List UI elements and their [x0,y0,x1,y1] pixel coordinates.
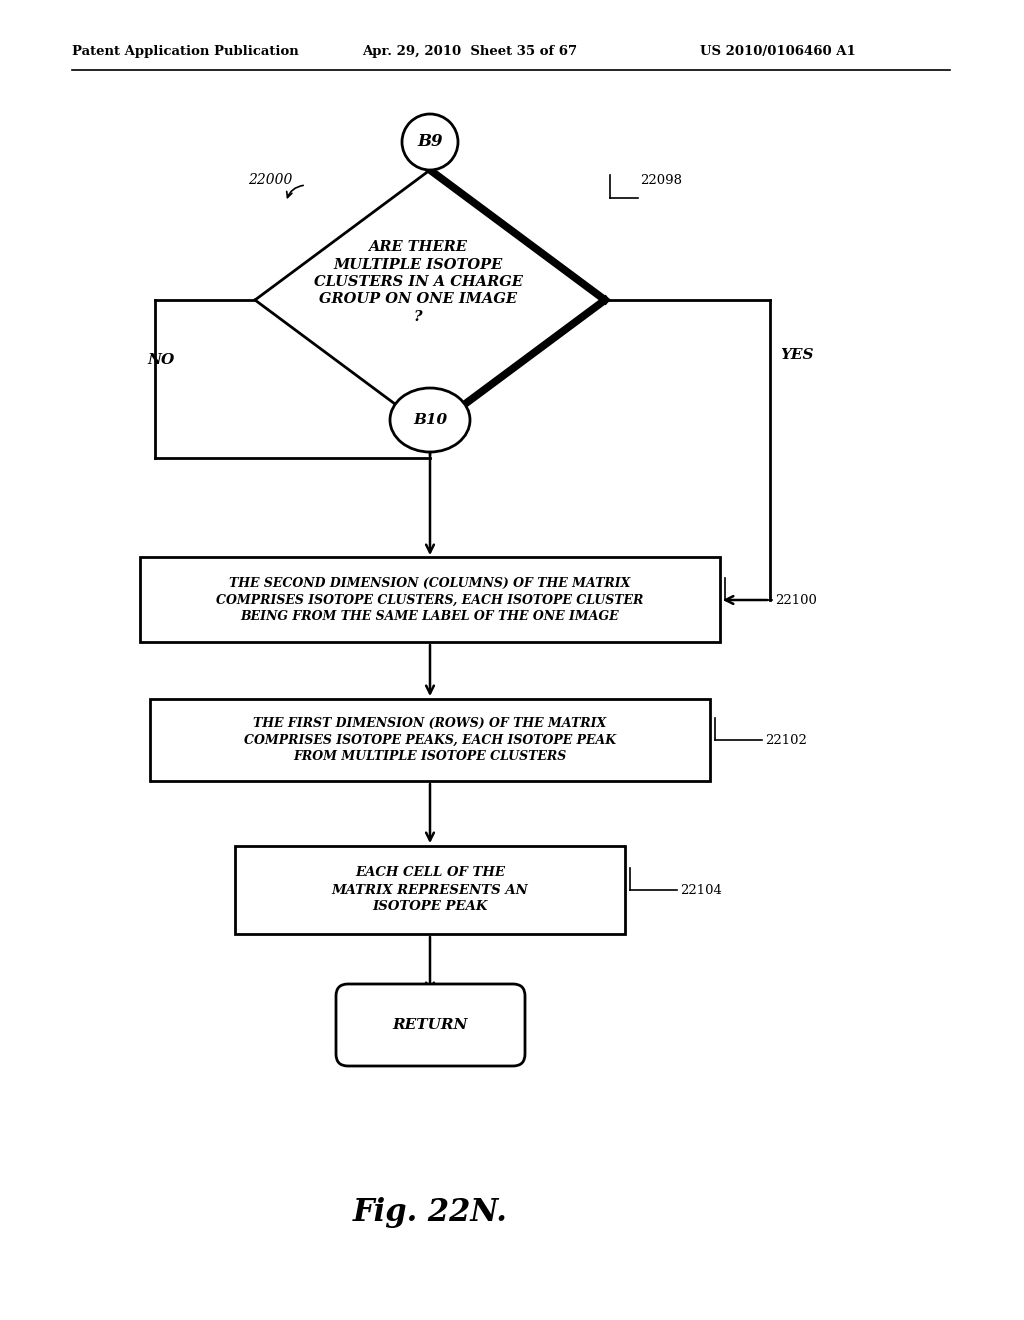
Text: 22000: 22000 [248,173,293,187]
FancyBboxPatch shape [336,983,525,1067]
FancyBboxPatch shape [150,700,710,781]
Ellipse shape [390,388,470,451]
Text: NO: NO [147,352,174,367]
Text: Patent Application Publication: Patent Application Publication [72,45,299,58]
Text: RETURN: RETURN [392,1018,468,1032]
Text: EACH CELL OF THE
MATRIX REPRESENTS AN
ISOTOPE PEAK: EACH CELL OF THE MATRIX REPRESENTS AN IS… [332,866,528,913]
Text: 22100: 22100 [775,594,817,606]
Circle shape [402,114,458,170]
Polygon shape [255,170,605,430]
Text: B10: B10 [413,413,447,426]
Text: THE FIRST DIMENSION (ROWS) OF THE MATRIX
COMPRISES ISOTOPE PEAKS, EACH ISOTOPE P: THE FIRST DIMENSION (ROWS) OF THE MATRIX… [244,717,616,763]
Text: YES: YES [780,348,813,362]
Text: B9: B9 [417,133,442,150]
Text: 22098: 22098 [640,173,682,186]
Text: Apr. 29, 2010  Sheet 35 of 67: Apr. 29, 2010 Sheet 35 of 67 [362,45,578,58]
Text: 22102: 22102 [765,734,807,747]
Text: ARE THERE
MULTIPLE ISOTOPE
CLUSTERS IN A CHARGE
GROUP ON ONE IMAGE
?: ARE THERE MULTIPLE ISOTOPE CLUSTERS IN A… [313,240,522,323]
FancyBboxPatch shape [234,846,625,935]
Text: Fig. 22N.: Fig. 22N. [352,1196,508,1228]
FancyBboxPatch shape [140,557,720,642]
Text: 22104: 22104 [680,883,722,896]
Text: THE SECOND DIMENSION (COLUMNS) OF THE MATRIX
COMPRISES ISOTOPE CLUSTERS, EACH IS: THE SECOND DIMENSION (COLUMNS) OF THE MA… [216,577,644,623]
Text: US 2010/0106460 A1: US 2010/0106460 A1 [700,45,856,58]
